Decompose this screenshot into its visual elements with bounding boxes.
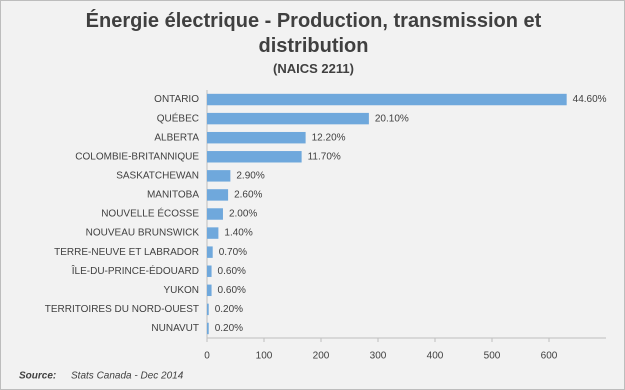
bar <box>207 246 213 258</box>
value-label: 0.70% <box>219 247 247 258</box>
bar <box>207 151 302 163</box>
chart-title: Énergie électrique - Production, transmi… <box>85 10 542 57</box>
y-tick-label: SASKATCHEWAN <box>116 170 199 181</box>
source-label: Source: <box>19 371 56 382</box>
bar <box>207 131 306 144</box>
value-label: 20.10% <box>375 113 409 124</box>
value-label: 2.60% <box>234 190 262 201</box>
bar <box>207 208 223 220</box>
x-tick-label: 300 <box>370 351 387 362</box>
value-label: 0.20% <box>215 304 243 315</box>
x-tick-label: 200 <box>313 351 330 362</box>
y-tick-label: NOUVELLE ÉCOSSE <box>101 207 199 220</box>
bar <box>207 112 369 125</box>
y-tick-label: NOUVEAU BRUNSWICK <box>86 228 200 239</box>
value-label: 0.20% <box>215 323 243 334</box>
value-label: 2.90% <box>236 170 264 181</box>
y-tick-label: MANITOBA <box>147 190 199 201</box>
y-tick-label: ÎLE-DU-PRINCE-ÉDOUARD <box>71 264 199 277</box>
bar <box>207 93 567 106</box>
bar <box>207 265 212 277</box>
x-tick-label: 600 <box>541 351 558 362</box>
chart-subtitle: (NAICS 2211) <box>273 61 354 76</box>
bar <box>207 189 229 201</box>
y-tick-label: TERRITOIRES DU NORD-OUEST <box>45 304 199 315</box>
bar <box>207 227 219 239</box>
y-tick-label: ALBERTA <box>154 132 199 143</box>
bar <box>207 303 209 316</box>
bar <box>207 284 212 297</box>
value-label: 0.60% <box>218 266 246 277</box>
value-label: 2.00% <box>229 209 257 220</box>
y-tick-label: QUÉBEC <box>157 111 199 124</box>
y-tick-label: ONTARIO <box>154 94 199 105</box>
value-label: 0.60% <box>218 285 246 296</box>
bar <box>207 170 231 182</box>
x-tick-label: 0 <box>204 351 210 362</box>
source: Stats Canada - Dec 2014 <box>71 371 184 382</box>
y-tick-label: COLOMBIE-BRITANNIQUE <box>75 151 199 162</box>
value-label: 1.40% <box>224 228 252 239</box>
x-tick-label: 500 <box>484 351 501 362</box>
x-tick-label: 100 <box>256 351 273 362</box>
y-tick-label: NUNAVUT <box>151 323 199 334</box>
value-label: 11.70% <box>308 151 341 162</box>
y-tick-label: TERRE-NEUVE ET LABRADOR <box>54 247 199 258</box>
x-tick-label: 400 <box>427 351 444 362</box>
y-tick-label: YUKON <box>163 285 199 296</box>
value-label: 12.20% <box>312 132 346 143</box>
value-label: 44.60% <box>573 94 607 105</box>
bar <box>207 322 209 335</box>
